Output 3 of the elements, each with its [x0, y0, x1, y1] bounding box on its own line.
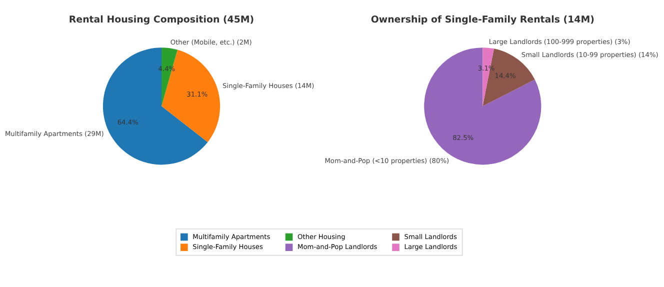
chart-title: Ownership of Single-Family Rentals (14M)	[370, 14, 594, 26]
pie-slice	[103, 48, 208, 165]
chart-title: Rental Housing Composition (45M)	[68, 14, 254, 26]
